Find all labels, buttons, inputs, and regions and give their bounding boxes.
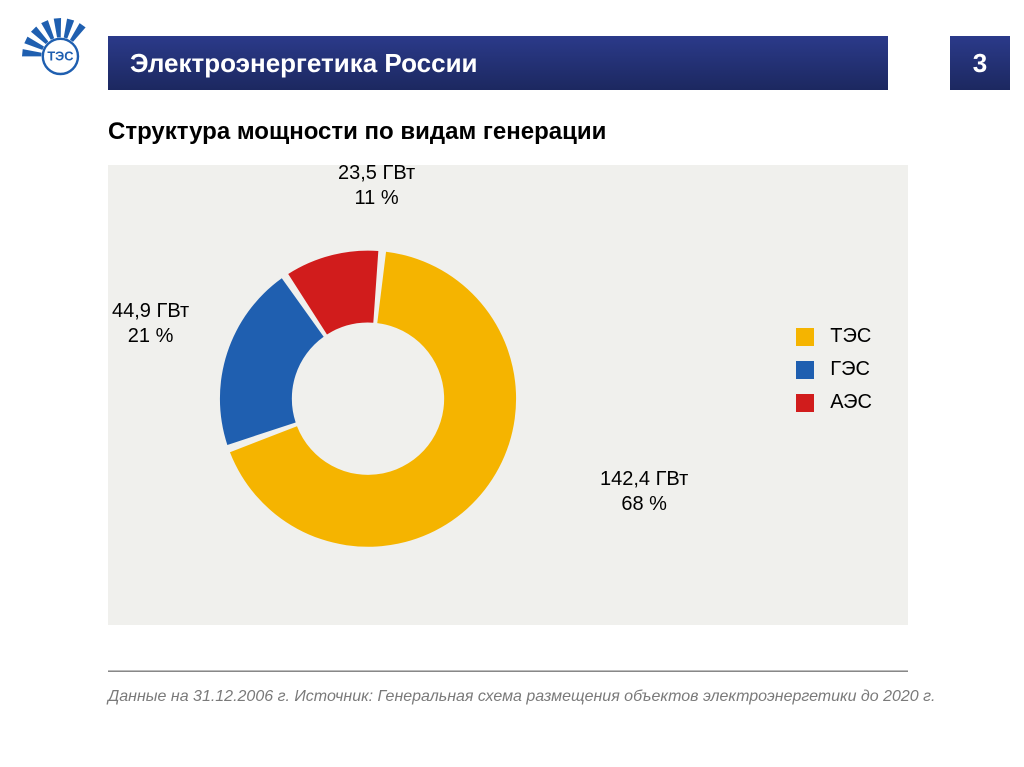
header-bar: Электроэнергетика России [108,36,888,90]
legend-swatch [796,394,814,412]
svg-text:ТЭС: ТЭС [47,48,73,63]
chart-area: 23,5 ГВт 11 %44,9 ГВт 21 %142,4 ГВт 68 %… [108,165,908,625]
legend-label: ГЭС [830,358,870,381]
legend-item-ТЭС: ТЭС [796,325,872,348]
logo: ТЭС [14,10,94,90]
legend: ТЭС ГЭС АЭС [796,325,872,424]
legend-label: АЭС [830,391,872,414]
legend-swatch [796,328,814,346]
slide: ТЭС Электроэнергетика России 3 Структура… [0,0,1024,767]
donut-chart [148,177,588,617]
legend-item-АЭС: АЭС [796,391,872,414]
divider [108,670,908,672]
slice-label-АЭС: 23,5 ГВт 11 % [338,161,415,211]
legend-item-ГЭС: ГЭС [796,358,872,381]
header-title: Электроэнергетика России [130,48,478,79]
page-number-box: 3 [950,36,1010,90]
page-number: 3 [973,48,987,79]
legend-swatch [796,361,814,379]
legend-label: ТЭС [830,325,871,348]
subtitle: Структура мощности по видам генерации [108,118,606,146]
source-note: Данные на 31.12.2006 г. Источник: Генера… [108,688,935,706]
slice-label-ГЭС: 44,9 ГВт 21 % [112,299,189,349]
slice-label-ТЭС: 142,4 ГВт 68 % [600,467,688,517]
